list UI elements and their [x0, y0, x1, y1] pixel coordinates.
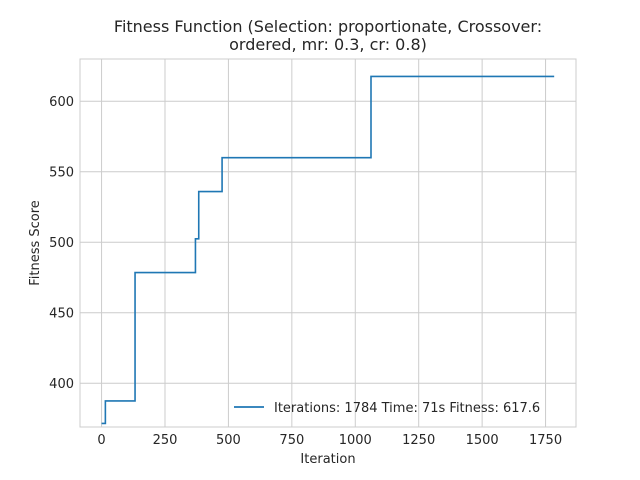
x-tick-label: 1500 [466, 433, 499, 448]
legend: Iterations: 1784 Time: 71s Fitness: 617.… [234, 401, 540, 416]
chart-title-line-1: Fitness Function (Selection: proportiona… [114, 17, 542, 36]
y-tick-label: 550 [49, 165, 74, 180]
x-tick-label: 250 [153, 433, 178, 448]
series-line [101, 75, 555, 425]
x-axis-label: Iteration [300, 452, 355, 467]
x-tick-label: 0 [97, 433, 105, 448]
x-tick-label: 1250 [402, 433, 435, 448]
y-tick-label: 600 [49, 95, 74, 110]
y-tick-label: 450 [49, 306, 74, 321]
plot-background [80, 59, 576, 427]
x-tick-label: 750 [279, 433, 304, 448]
y-tick-label: 400 [49, 377, 74, 392]
x-tick-label: 1750 [529, 433, 562, 448]
x-tick-label: 500 [216, 433, 241, 448]
legend-label: Iterations: 1784 Time: 71s Fitness: 617.… [274, 401, 540, 416]
x-tick-label: 1000 [339, 433, 372, 448]
plot-frame [79, 58, 577, 428]
plot-area: 0 250 500 750 1000 1250 1500 1750 400 450 500 550 60… [49, 58, 577, 448]
y-axis-label: Fitness Score [28, 200, 43, 286]
chart-title-line-2: ordered, mr: 0.3, cr: 0.8) [229, 35, 427, 54]
y-tick-label: 500 [49, 236, 74, 251]
